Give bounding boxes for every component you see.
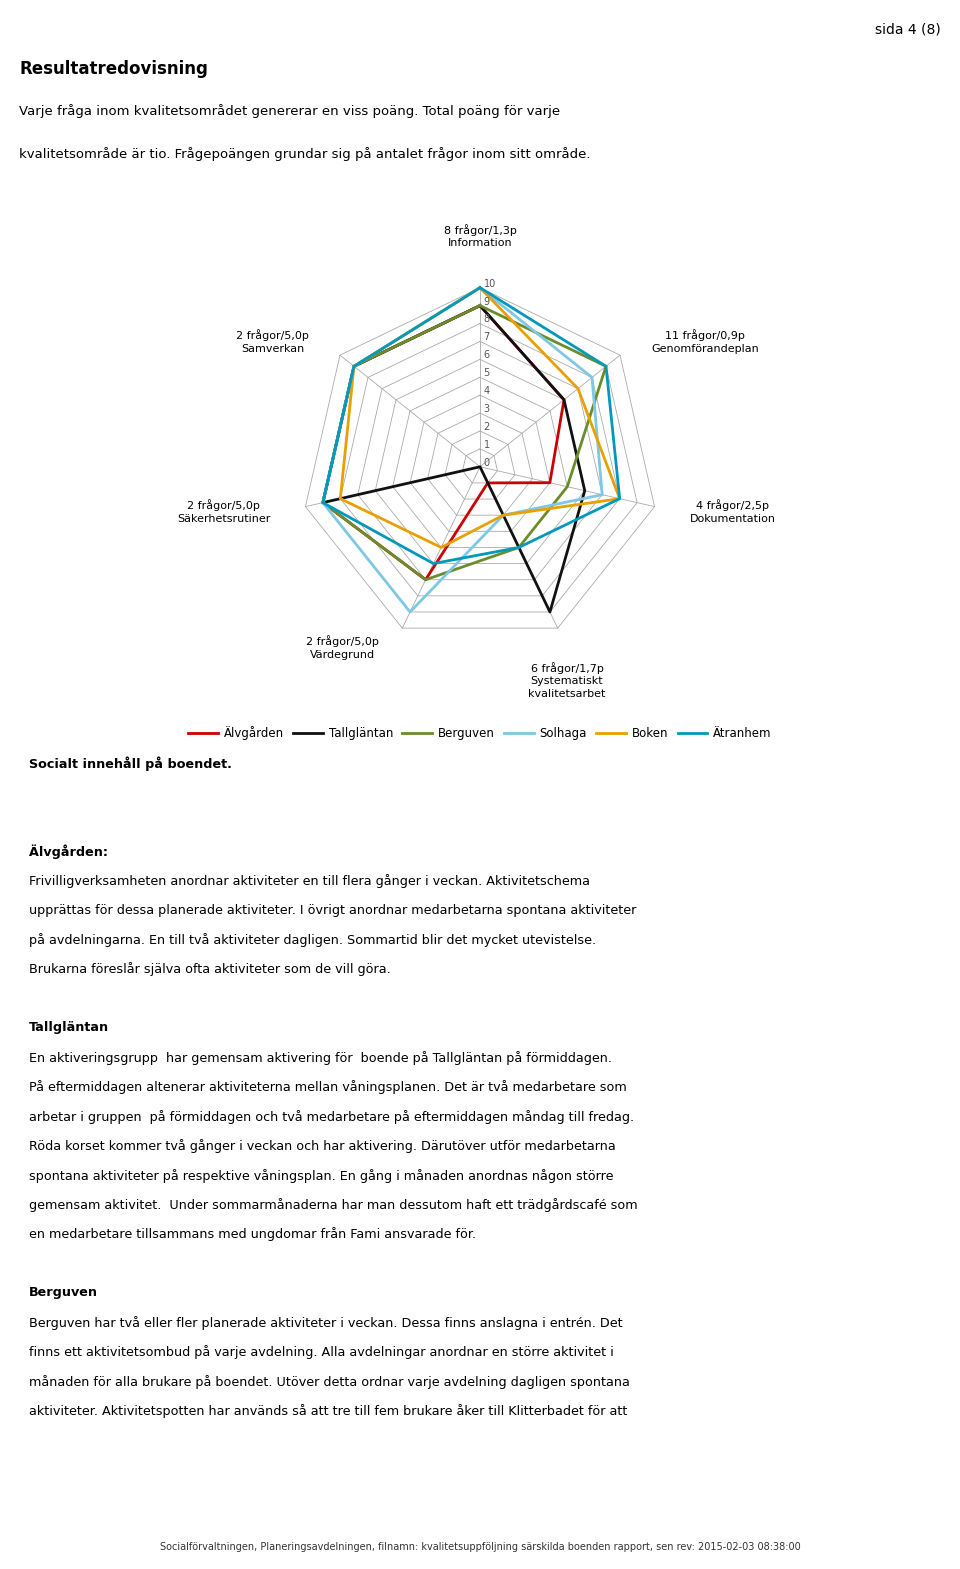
- Text: sida 4 (8): sida 4 (8): [876, 24, 941, 36]
- Text: Berguven har två eller fler planerade aktiviteter i veckan. Dessa finns anslagna: Berguven har två eller fler planerade ak…: [29, 1316, 622, 1331]
- Text: Socialt innehåll på boendet.: Socialt innehåll på boendet.: [29, 756, 231, 770]
- Text: Berguven: Berguven: [29, 1287, 98, 1299]
- Text: 8 frågor/1,3p
Information: 8 frågor/1,3p Information: [444, 224, 516, 248]
- Text: arbetar i gruppen  på förmiddagen och två medarbetare på eftermiddagen måndag ti: arbetar i gruppen på förmiddagen och två…: [29, 1109, 634, 1123]
- Text: 5: 5: [484, 369, 490, 378]
- Text: en medarbetare tillsammans med ungdomar från Fami ansvarade för.: en medarbetare tillsammans med ungdomar …: [29, 1227, 476, 1241]
- Text: 2 frågor/5,0p
Samverkan: 2 frågor/5,0p Samverkan: [236, 329, 309, 355]
- Text: Varje fråga inom kvalitetsområdet genererar en viss poäng. Total poäng för varje: Varje fråga inom kvalitetsområdet genere…: [19, 104, 561, 118]
- Text: finns ett aktivitetsombud på varje avdelning. Alla avdelningar anordnar en störr: finns ett aktivitetsombud på varje avdel…: [29, 1345, 613, 1359]
- Text: 1: 1: [484, 439, 490, 450]
- Text: 4 frågor/2,5p
Dokumentation: 4 frågor/2,5p Dokumentation: [690, 499, 776, 524]
- Text: månaden för alla brukare på boendet. Utöver detta ordnar varje avdelning daglige: månaden för alla brukare på boendet. Utö…: [29, 1374, 630, 1389]
- Text: 6 frågor/1,7p
Systematiskt
kvalitetsarbet: 6 frågor/1,7p Systematiskt kvalitetsarbe…: [528, 662, 606, 698]
- Text: 2 frågor/5,0p
Värdegrund: 2 frågor/5,0p Värdegrund: [306, 635, 378, 659]
- Text: Älvgården:: Älvgården:: [29, 844, 108, 860]
- Text: 11 frågor/0,9p
Genomförandeplan: 11 frågor/0,9p Genomförandeplan: [651, 329, 758, 355]
- Text: Brukarna föreslår själva ofta aktiviteter som de vill göra.: Brukarna föreslår själva ofta aktivitete…: [29, 962, 391, 976]
- Text: spontana aktiviteter på respektive våningsplan. En gång i månaden anordnas någon: spontana aktiviteter på respektive vånin…: [29, 1169, 613, 1183]
- Text: På eftermiddagen altenerar aktiviteterna mellan våningsplanen. Det är två medarb: På eftermiddagen altenerar aktiviteterna…: [29, 1079, 627, 1094]
- Text: 6: 6: [484, 350, 490, 361]
- Text: 3: 3: [484, 403, 490, 414]
- Text: aktiviteter. Aktivitetspotten har används så att tre till fem brukare åker till : aktiviteter. Aktivitetspotten har använd…: [29, 1404, 627, 1418]
- Text: Socialförvaltningen, Planeringsavdelningen, filnamn: kvalitetsuppföljning särski: Socialförvaltningen, Planeringsavdelning…: [159, 1542, 801, 1552]
- Text: 8: 8: [484, 314, 490, 325]
- Text: kvalitetsområde är tio. Frågepoängen grundar sig på antalet frågor inom sitt omr: kvalitetsområde är tio. Frågepoängen gru…: [19, 147, 590, 162]
- Legend: Älvgården, Tallgläntan, Berguven, Solhaga, Boken, Ätranhem: Älvgården, Tallgläntan, Berguven, Solhag…: [183, 722, 777, 745]
- Text: Frivilligverksamheten anordnar aktiviteter en till flera gånger i veckan. Aktivi: Frivilligverksamheten anordnar aktivitet…: [29, 874, 589, 888]
- Text: Röda korset kommer två gånger i veckan och har aktivering. Därutöver utför medar: Röda korset kommer två gånger i veckan o…: [29, 1139, 615, 1153]
- Text: Tallgläntan: Tallgläntan: [29, 1021, 108, 1034]
- Text: på avdelningarna. En till två aktiviteter dagligen. Sommartid blir det mycket ut: på avdelningarna. En till två aktivitete…: [29, 934, 596, 948]
- Text: Resultatredovisning: Resultatredovisning: [19, 60, 208, 77]
- Text: 4: 4: [484, 386, 490, 395]
- Text: 0: 0: [484, 458, 490, 468]
- Text: gemensam aktivitet.  Under sommarmånaderna har man dessutom haft ett trädgårdsca: gemensam aktivitet. Under sommarmånadern…: [29, 1199, 637, 1211]
- Text: En aktiveringsgrupp  har gemensam aktivering för  boende på Tallgläntan på förmi: En aktiveringsgrupp har gemensam aktiver…: [29, 1051, 612, 1065]
- Text: 7: 7: [484, 333, 490, 342]
- Text: 10: 10: [484, 279, 495, 289]
- Text: 2: 2: [484, 422, 490, 431]
- Text: 2 frågor/5,0p
Säkerhetsrutiner: 2 frågor/5,0p Säkerhetsrutiner: [177, 499, 270, 524]
- Text: upprättas för dessa planerade aktiviteter. I övrigt anordnar medarbetarna sponta: upprättas för dessa planerade aktivitete…: [29, 904, 636, 916]
- Text: 9: 9: [484, 297, 490, 306]
